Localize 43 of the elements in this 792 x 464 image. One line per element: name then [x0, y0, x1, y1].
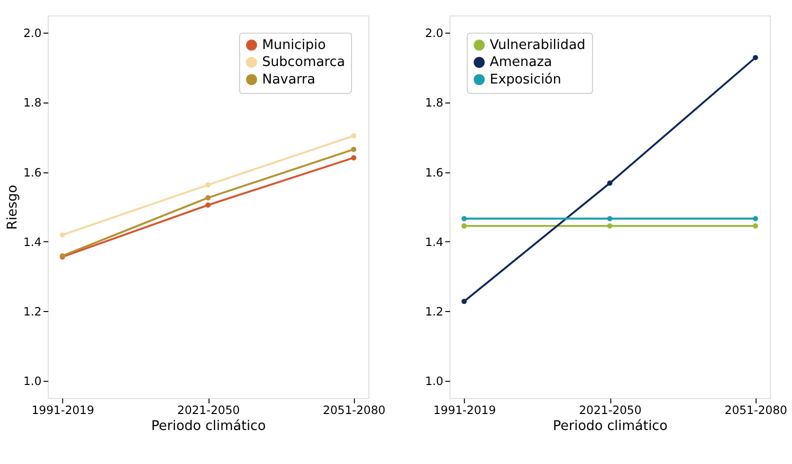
point — [351, 146, 356, 152]
legend-label: Vulnerabilidad — [490, 38, 586, 53]
legend-label: Navarra — [262, 72, 316, 88]
y-tick-label: 1.2 — [425, 304, 444, 318]
y-tick-label: 1.4 — [425, 234, 444, 249]
point — [752, 223, 758, 229]
point — [205, 195, 211, 200]
point — [607, 180, 612, 186]
x-tick-label: 2021-2050 — [579, 402, 642, 417]
x-tick-label: 2021-2050 — [177, 402, 240, 417]
legend-label: Exposición — [490, 72, 562, 88]
y-tick-label: 1.6 — [425, 165, 444, 180]
point — [351, 133, 356, 138]
point — [607, 223, 612, 229]
legend-label: Municipio — [262, 38, 326, 53]
point — [607, 216, 612, 222]
x-tick-label: 2051-2080 — [724, 402, 788, 417]
y-tick-label: 1.4 — [23, 234, 42, 249]
y-tick-label: 1.6 — [23, 165, 42, 180]
point — [351, 155, 356, 160]
point — [462, 223, 467, 229]
y-tick-label: 1.8 — [425, 96, 444, 110]
point — [205, 202, 211, 208]
y-tick-label: 1.2 — [23, 304, 42, 318]
x-axis-title: Periodo climático — [151, 419, 266, 434]
point — [60, 232, 66, 238]
legend-label: Subcomarca — [262, 55, 346, 70]
x-tick-label: 1991-2019 — [32, 402, 94, 417]
point — [462, 298, 467, 304]
y-tick-label: 2.0 — [23, 26, 42, 40]
point — [752, 216, 758, 222]
x-axis-title: Periodo climático — [552, 419, 668, 434]
y-tick-label: 1.0 — [425, 374, 444, 388]
x-tick-label: 1991-2019 — [433, 402, 496, 417]
legend-label: Amenaza — [490, 55, 552, 70]
x-tick-label: 2051-2080 — [322, 402, 386, 417]
point — [205, 182, 211, 188]
y-tick-label: 1.0 — [23, 374, 42, 388]
y-axis-title: Riesgo — [6, 184, 21, 230]
point — [752, 54, 758, 60]
y-tick-label: 2.0 — [425, 26, 444, 40]
y-tick-label: 1.8 — [23, 96, 42, 110]
point — [462, 216, 467, 222]
